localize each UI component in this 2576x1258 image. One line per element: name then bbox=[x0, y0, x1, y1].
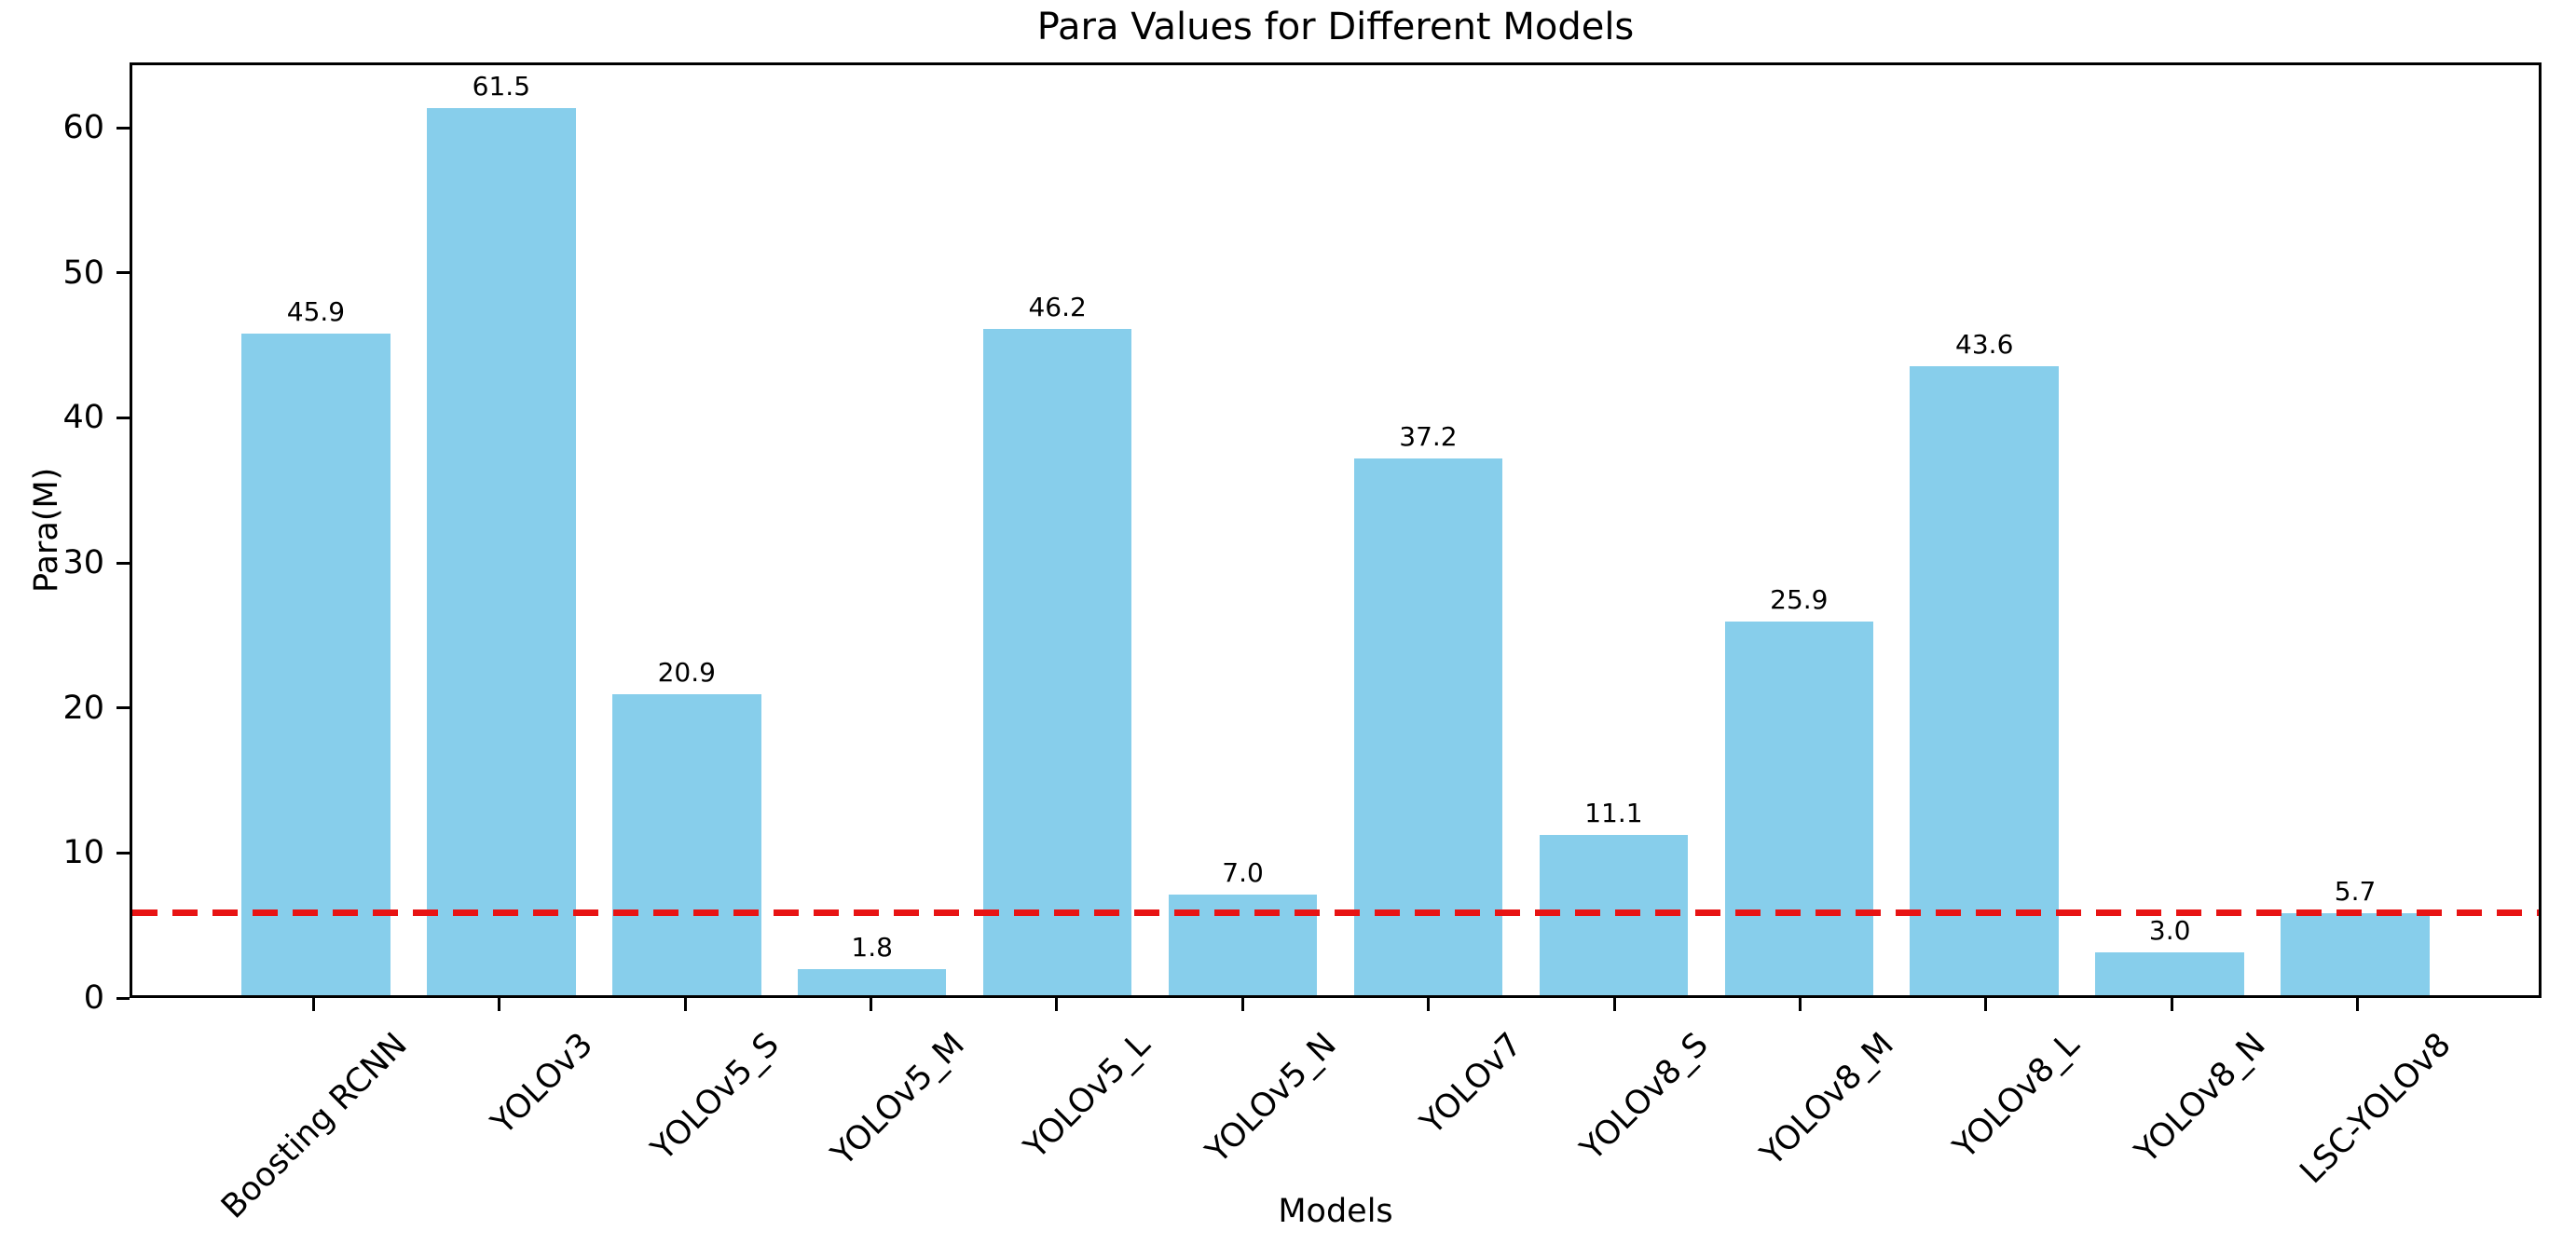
bar-value-label: 20.9 bbox=[657, 656, 716, 688]
bar-value-label: 45.9 bbox=[286, 295, 346, 327]
plot-area: 45.9 61.5 20.9 1.8 46.2 7.0 37.2 11.1 25.9 43.6 3.… bbox=[130, 62, 2542, 998]
x-axis-tick-label-text: YOLOv8_N bbox=[2128, 1026, 2273, 1171]
x-axis-label: Models bbox=[1278, 1193, 1393, 1230]
x-axis-tick bbox=[1427, 998, 1431, 1011]
bar bbox=[2095, 951, 2244, 995]
bar bbox=[1724, 622, 1874, 995]
x-axis-tick-label-text: YOLOv5_M bbox=[824, 1026, 972, 1174]
x-axis-tick bbox=[1984, 998, 1988, 1011]
bar-value-label: 37.2 bbox=[1399, 421, 1458, 453]
bar-value-label: 5.7 bbox=[2334, 875, 2377, 907]
x-axis-tick bbox=[870, 998, 873, 1011]
bar-value-label: 3.0 bbox=[2148, 914, 2191, 946]
x-axis-tick-label-text: YOLOv8_L bbox=[1946, 1026, 2088, 1167]
x-axis-tick-label-text: YOLOv5_S bbox=[644, 1026, 787, 1169]
bar bbox=[241, 333, 391, 995]
x-axis-tick-label-text: LSC-YOLOv8 bbox=[2293, 1026, 2459, 1192]
y-axis-tick bbox=[116, 271, 130, 275]
x-axis-tick-label-text: YOLOv3 bbox=[484, 1026, 601, 1142]
chart-title: Para Values for Different Models bbox=[1036, 6, 1635, 48]
bar-value-label: 43.6 bbox=[1955, 329, 2014, 361]
y-axis-tick-label: 30 bbox=[62, 544, 104, 582]
bar-value-label: 46.2 bbox=[1028, 292, 1087, 323]
bar bbox=[1910, 366, 2059, 995]
y-axis-tick bbox=[116, 851, 130, 855]
y-axis-tick bbox=[116, 996, 130, 1000]
y-axis-tick-label: 0 bbox=[83, 979, 104, 1017]
bar bbox=[797, 969, 947, 995]
x-axis-tick bbox=[1798, 998, 1802, 1011]
bar-value-label: 61.5 bbox=[472, 71, 531, 103]
bar-value-label: 7.0 bbox=[1222, 856, 1264, 888]
bar bbox=[982, 329, 1132, 995]
x-axis-tick bbox=[498, 998, 501, 1011]
x-axis-tick-label-text: YOLOv7 bbox=[1413, 1026, 1529, 1142]
bar bbox=[427, 108, 576, 995]
bar bbox=[1353, 458, 1503, 995]
bar bbox=[612, 693, 761, 995]
y-axis-tick bbox=[116, 561, 130, 565]
x-axis-tick bbox=[1055, 998, 1059, 1011]
y-axis-tick-label: 10 bbox=[62, 834, 104, 872]
bar-value-label: 1.8 bbox=[851, 932, 893, 964]
x-axis-tick bbox=[2356, 998, 2360, 1011]
x-axis-tick-label-text: YOLOv8_M bbox=[1753, 1026, 1901, 1174]
y-axis-tick-label: 40 bbox=[62, 399, 104, 437]
x-axis-tick bbox=[1240, 998, 1244, 1011]
y-axis-tick-label: 60 bbox=[62, 109, 104, 147]
reference-line bbox=[132, 909, 2539, 917]
x-axis-tick bbox=[2170, 998, 2173, 1011]
y-axis-tick bbox=[116, 706, 130, 710]
x-axis-tick bbox=[1612, 998, 1616, 1011]
bar bbox=[2281, 912, 2430, 995]
x-axis-tick bbox=[311, 998, 315, 1011]
y-axis-tick bbox=[116, 416, 130, 419]
x-axis-tick-label-text: YOLOv5_L bbox=[1017, 1026, 1158, 1167]
x-axis-tick-label-text: YOLOv5_N bbox=[1199, 1026, 1344, 1171]
x-axis-tick-label-text: YOLOv8_S bbox=[1572, 1026, 1716, 1169]
y-axis-tick-label: 50 bbox=[62, 253, 104, 292]
bar-value-label: 25.9 bbox=[1770, 584, 1829, 616]
y-axis-tick-label: 20 bbox=[62, 689, 104, 727]
bar-value-label: 11.1 bbox=[1584, 798, 1643, 829]
y-axis-tick bbox=[116, 126, 130, 130]
x-axis-tick bbox=[683, 998, 687, 1011]
